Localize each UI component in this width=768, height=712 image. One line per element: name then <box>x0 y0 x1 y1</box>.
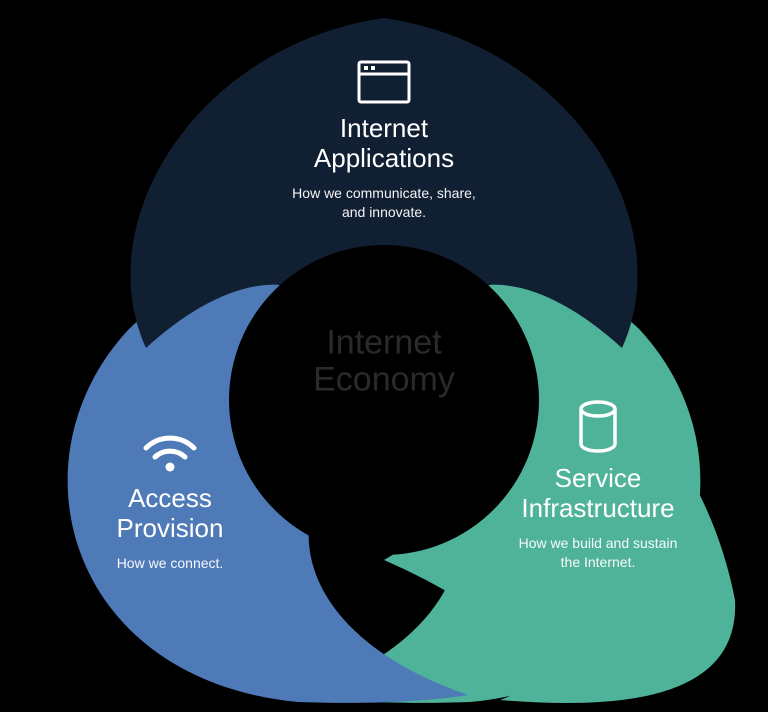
segment-right-sub-l1: How we build and sustain <box>519 535 678 551</box>
segment-right-title: Service Infrastructure <box>488 464 708 524</box>
segment-left-sub-l1: How we connect. <box>117 555 224 571</box>
wifi-icon <box>75 430 265 474</box>
segment-left-title-l1: Access <box>128 483 212 513</box>
center-line1: Internet <box>313 325 455 362</box>
segment-top: Internet Applications How we communicate… <box>244 60 524 222</box>
database-cylinder-icon <box>488 400 708 454</box>
segment-top-title-l1: Internet <box>340 113 428 143</box>
segment-left-title-l2: Provision <box>117 513 224 543</box>
segment-top-title: Internet Applications <box>244 114 524 174</box>
diagram-stage: Internet Economy Internet Applications H… <box>0 0 768 712</box>
segment-top-sub-l1: How we communicate, share, <box>292 185 476 201</box>
center-line2: Economy <box>313 362 455 399</box>
segment-right: Service Infrastructure How we build and … <box>488 400 708 572</box>
segment-left-subtitle: How we connect. <box>75 554 265 573</box>
center-label: Internet Economy <box>313 325 455 400</box>
segment-left: Access Provision How we connect. <box>75 430 265 573</box>
segment-right-sub-l2: the Internet. <box>561 554 636 570</box>
browser-window-icon <box>244 60 524 104</box>
segment-top-sub-l2: and innovate. <box>342 204 426 220</box>
segment-left-title: Access Provision <box>75 484 265 544</box>
segment-right-subtitle: How we build and sustain the Internet. <box>488 534 708 572</box>
segment-top-subtitle: How we communicate, share, and innovate. <box>244 184 524 222</box>
segment-top-title-l2: Applications <box>314 143 454 173</box>
segment-right-title-l2: Infrastructure <box>521 493 674 523</box>
segment-right-title-l1: Service <box>555 463 642 493</box>
